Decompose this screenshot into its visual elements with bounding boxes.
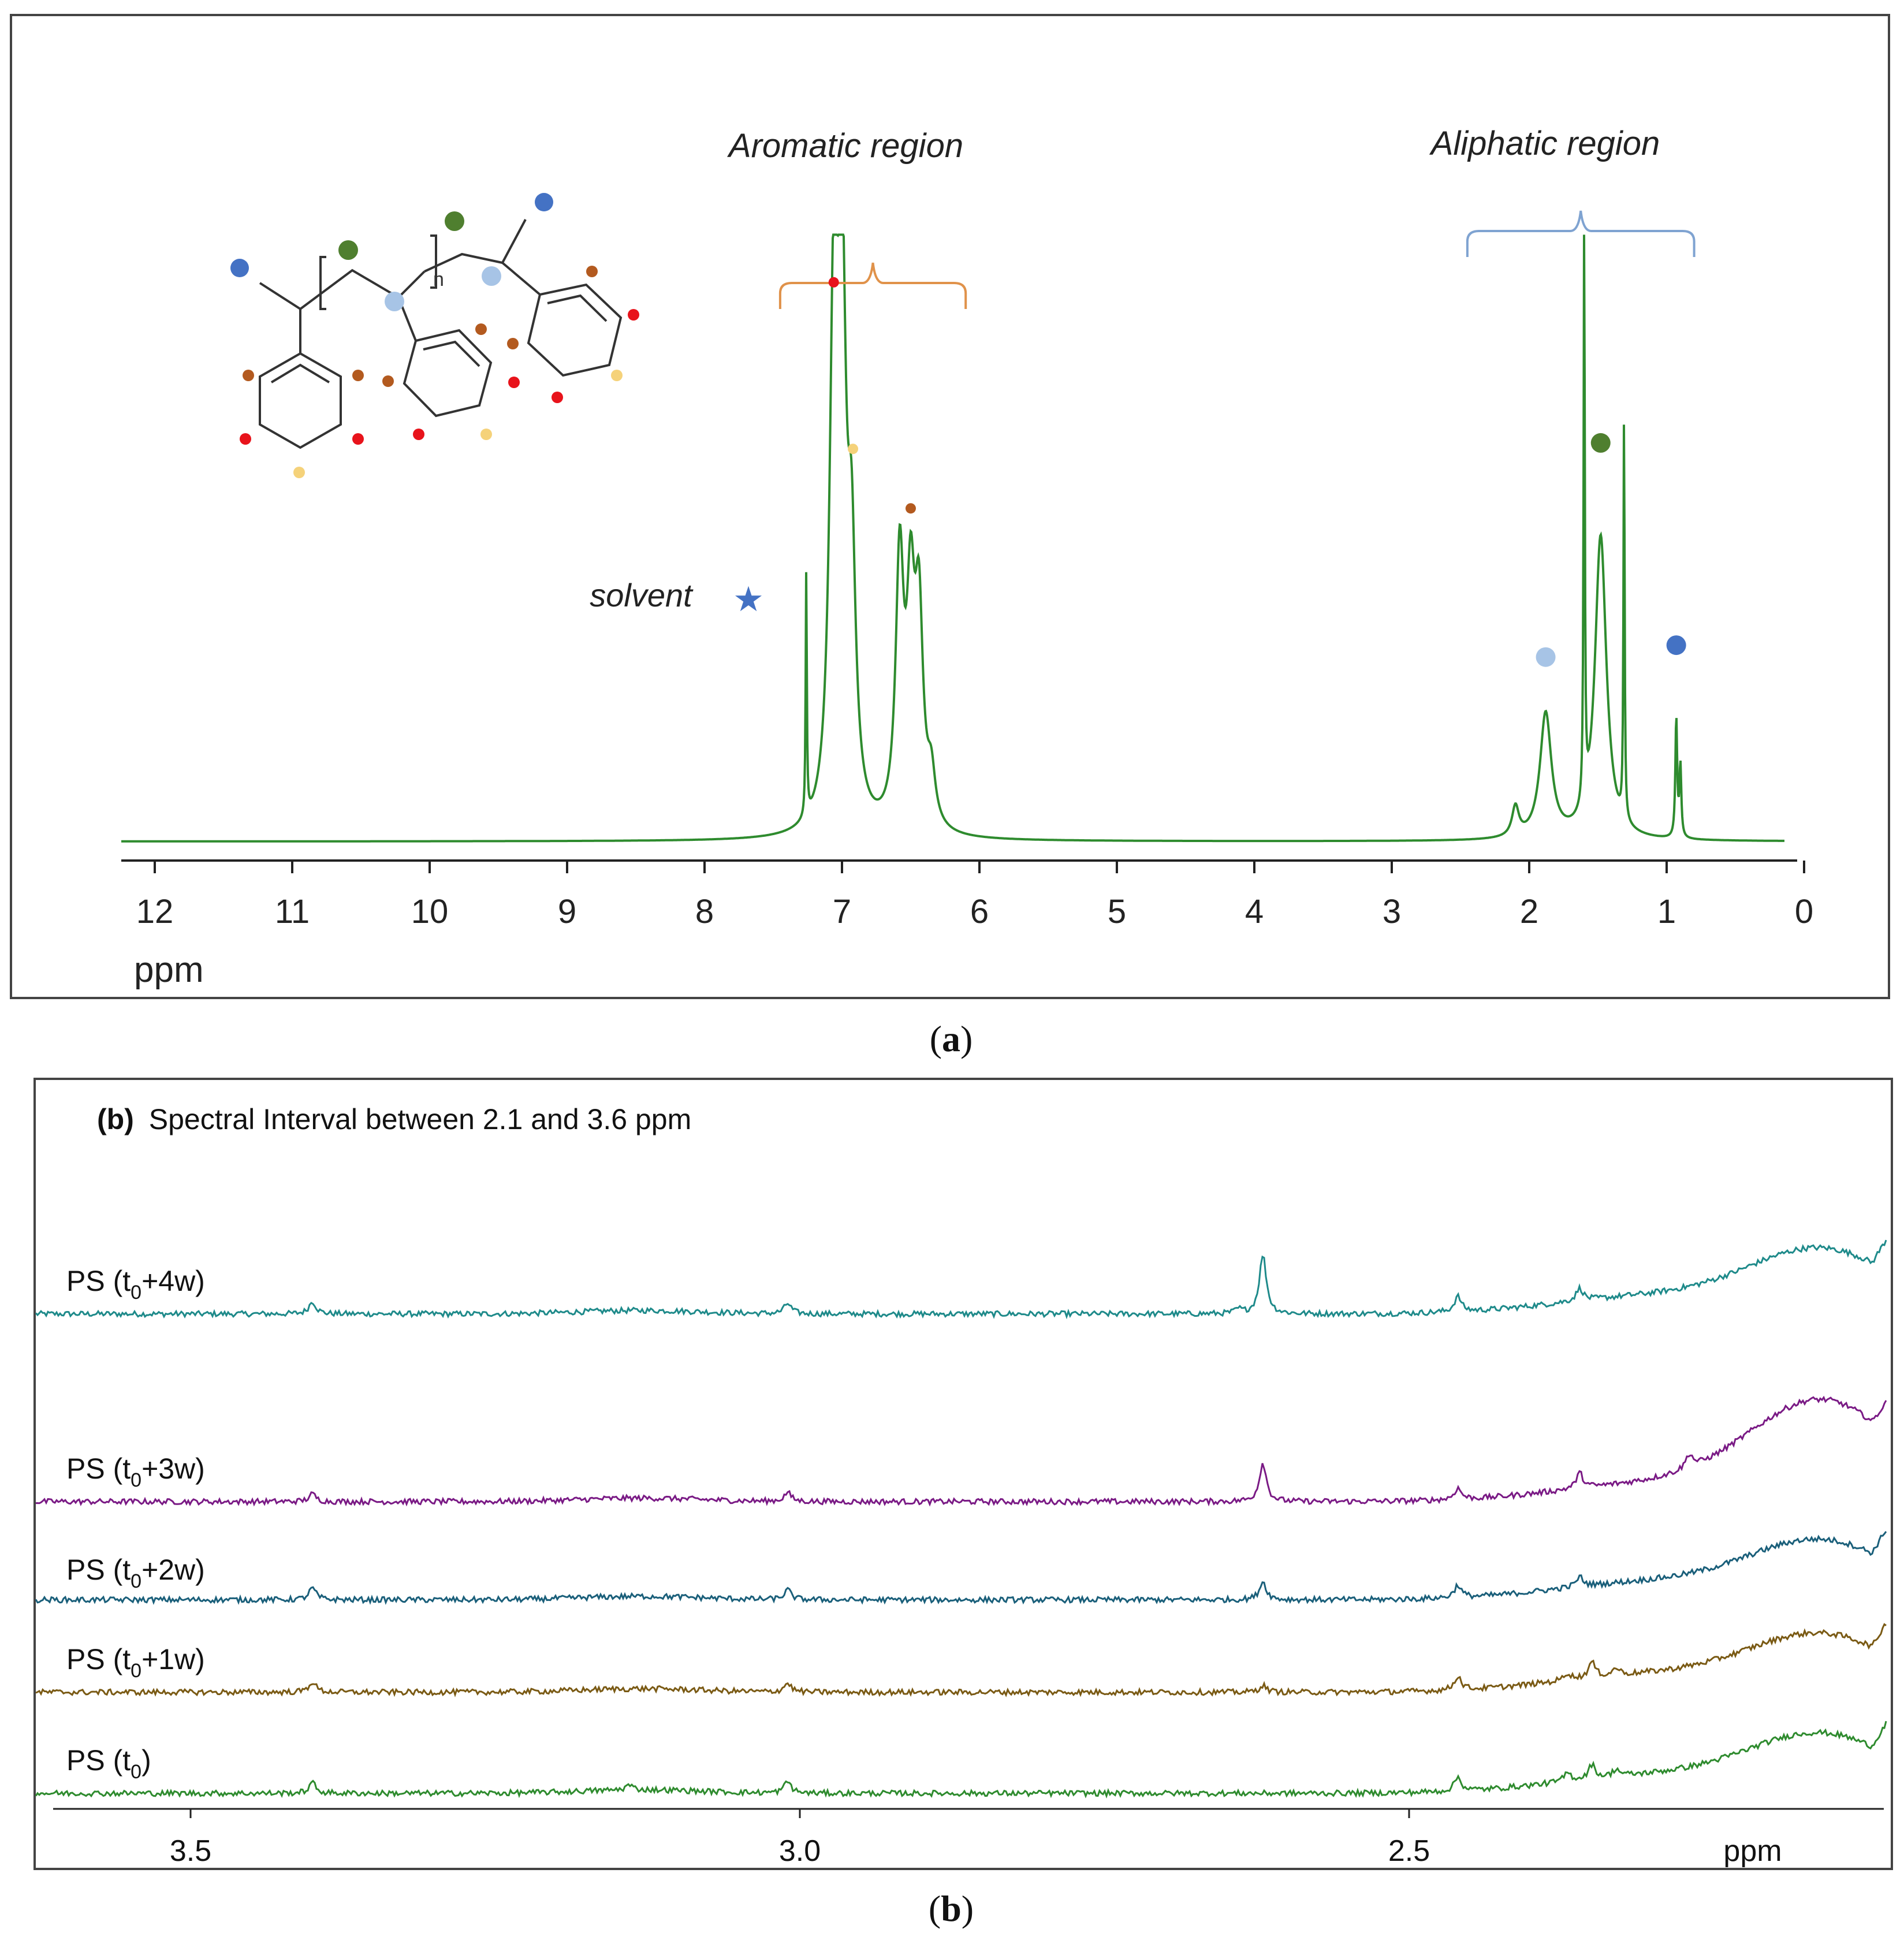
caption-b-letter: b: [941, 1888, 962, 1929]
panel-a-tick-label: 5: [1108, 893, 1126, 930]
series-label-sub: 0: [131, 1660, 141, 1682]
polystyrene-structure: [259, 219, 623, 449]
panel-a-tick-label: 11: [275, 893, 310, 930]
peak-marker-dot: [1666, 635, 1686, 656]
panel-a-tick-label: 3: [1383, 893, 1401, 930]
ortho-h-dot: [243, 370, 254, 381]
panel-a-tick-label: 9: [558, 893, 576, 930]
aliphatic-region-label: Aliphatic region: [1429, 125, 1660, 162]
ortho-h-dot: [382, 375, 394, 387]
series-label-tail: ): [141, 1744, 151, 1777]
series-label-main: PS (t: [66, 1643, 131, 1675]
caption-a-letter: a: [942, 1018, 960, 1059]
panel-a-tick-label: 7: [833, 893, 851, 930]
panel-a-nmr-spectrum: [10, 14, 1890, 999]
meta-h-dot: [552, 392, 563, 403]
series-label-tail: +1w): [141, 1643, 205, 1675]
series-label-sub: 0: [131, 1282, 141, 1304]
panel-b-series-label: PS (t0+4w): [66, 1265, 205, 1304]
panel-a-plot: 12 11 10 9 8 7 6 5 4 3 2 1 0: [121, 210, 1813, 930]
caption-b: (b): [928, 1888, 974, 1929]
meta-h-dot: [508, 377, 520, 388]
panel-b-title-bold: (b): [97, 1103, 134, 1135]
series-label-tail: +2w): [141, 1554, 205, 1586]
panel-a-tick-label: 10: [411, 893, 449, 930]
ch-dot: [385, 292, 404, 311]
panel-b-stacked-spectra: [33, 1078, 1893, 1870]
panel-b-series-label: PS (t0+3w): [66, 1453, 205, 1491]
panel-b-plot: 3.5 3.0 2.5PS (t0+4w)PS (t0+3w)PS (t0+2w)P…: [35, 1239, 1887, 1868]
ch2-dot: [338, 240, 358, 260]
aromatic-region-label: Aromatic region: [727, 127, 963, 165]
panel-b-xlabel: ppm: [1723, 1834, 1782, 1868]
meta-h-dot: [628, 309, 639, 321]
panel-b-title-text: Spectral Interval between 2.1 and 3.6 pp…: [149, 1103, 691, 1135]
panel-b-tick-label: 3.0: [779, 1834, 821, 1868]
ch3-dot: [230, 259, 249, 277]
peak-marker-dot: [906, 503, 916, 514]
ortho-h-dot: [352, 370, 364, 381]
series-label-main: PS (t: [66, 1265, 131, 1297]
ortho-h-dot: [586, 266, 598, 277]
panel-a-tick-label: 6: [970, 893, 989, 930]
aliphatic-region-brace: [1466, 210, 1696, 257]
ortho-h-dot: [507, 338, 519, 349]
panel-b-trace: [35, 1623, 1887, 1697]
series-label-main: PS (t: [66, 1744, 131, 1777]
panel-b-series-label: PS (t0+2w): [66, 1554, 205, 1592]
series-label-main: PS (t: [66, 1453, 131, 1485]
panel-b-trace: [35, 1531, 1887, 1605]
panel-b-trace: [35, 1239, 1887, 1320]
series-label-sub: 0: [131, 1570, 141, 1592]
series-label-main: PS (t: [66, 1554, 131, 1586]
series-label-sub: 0: [131, 1469, 141, 1491]
peak-marker-dot: [848, 444, 859, 455]
structure-proton-dots: [230, 193, 639, 478]
panel-a-tick-label: 0: [1795, 893, 1813, 930]
meta-h-dot: [352, 433, 364, 445]
panel-a-tick-label: 12: [136, 893, 174, 930]
solvent-star-icon: ★: [733, 579, 764, 620]
panel-b-series-label: PS (t0+1w): [66, 1643, 205, 1682]
para-h-dot: [611, 370, 623, 381]
aromatic-region-brace: [778, 262, 967, 309]
panel-a-spectrum-line: [121, 233, 1784, 843]
panel-b-tick-label: 3.5: [170, 1834, 211, 1868]
peak-marker-dot: [1590, 433, 1611, 453]
peak-marker-dot: [1536, 647, 1556, 667]
panel-b-title: (b) Spectral Interval between 2.1 and 3.…: [97, 1103, 691, 1135]
polymer-subscript-n: n: [433, 269, 444, 291]
para-h-dot: [480, 429, 492, 440]
panel-a-xlabel: ppm: [134, 950, 204, 990]
panel-b-trace: [35, 1721, 1887, 1799]
panel-b-tick-label: 2.5: [1388, 1834, 1430, 1868]
panel-a-tick-label: 4: [1245, 893, 1264, 930]
meta-h-dot: [413, 429, 424, 440]
solvent-label: solvent: [590, 577, 694, 613]
panel-b-series-label: PS (t0): [66, 1744, 151, 1783]
ch-dot: [482, 266, 501, 286]
para-h-dot: [293, 467, 305, 478]
meta-h-dot: [240, 433, 251, 445]
panel-a-tick-label: 2: [1520, 893, 1538, 930]
panel-a-tick-label: 8: [695, 893, 714, 930]
ch2-dot: [445, 211, 464, 231]
caption-a: (a): [929, 1018, 973, 1059]
series-label-tail: +4w): [141, 1265, 205, 1297]
peak-marker-dot: [828, 277, 839, 288]
ch3-dot: [535, 193, 553, 211]
series-label-tail: +3w): [141, 1453, 205, 1485]
ortho-h-dot: [475, 323, 487, 335]
series-label-sub: 0: [131, 1761, 141, 1783]
panel-b-trace: [35, 1395, 1887, 1507]
panel-a-tick-label: 1: [1657, 893, 1676, 930]
